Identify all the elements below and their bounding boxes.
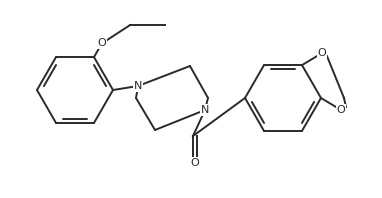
Text: O: O [98, 38, 106, 48]
Text: O: O [317, 48, 326, 58]
Text: N: N [201, 105, 209, 115]
Text: O: O [337, 105, 345, 115]
Text: O: O [191, 158, 199, 168]
Text: N: N [134, 81, 142, 91]
